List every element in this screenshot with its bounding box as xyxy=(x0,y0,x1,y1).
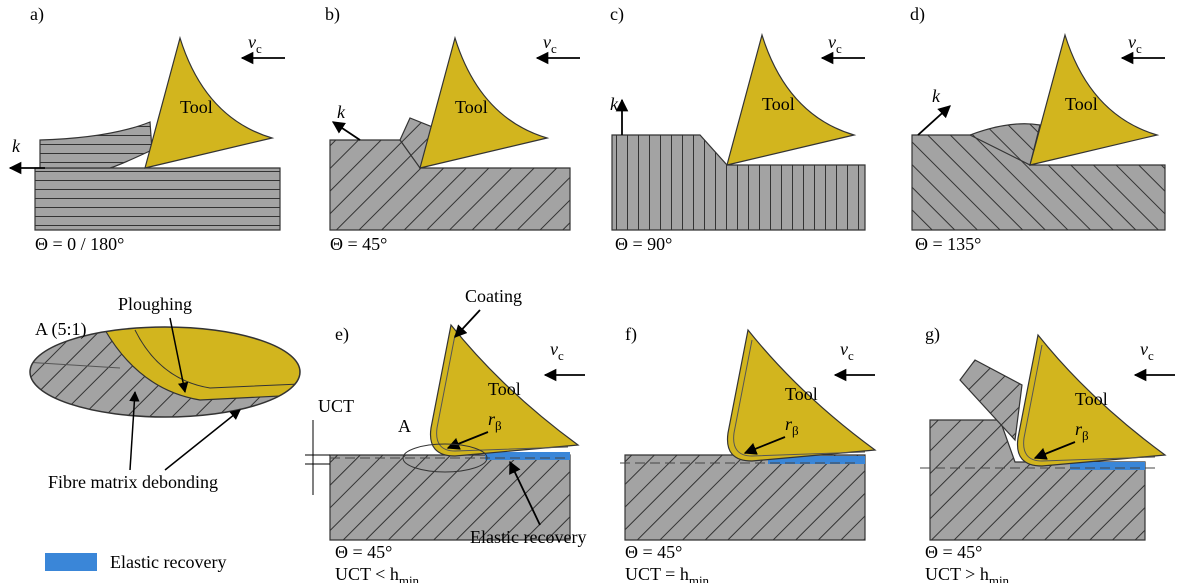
velocity-label: vc xyxy=(840,339,854,363)
coating-label: Coating xyxy=(465,286,522,306)
condition-label-symbol: UCT < h xyxy=(335,564,399,583)
velocity-label-sub: c xyxy=(551,41,557,56)
angle-label: Θ = 45° xyxy=(925,542,982,562)
velocity-label: vc xyxy=(1128,32,1142,56)
k-label: k xyxy=(610,94,619,114)
velocity-label-sub: c xyxy=(848,348,854,363)
workpiece xyxy=(35,168,280,230)
velocity-label-symbol: v xyxy=(248,32,256,52)
radius-label-sub: β xyxy=(495,418,502,433)
elastic-recovery xyxy=(1070,462,1145,470)
panel-label: b) xyxy=(325,4,340,25)
condition-label: UCT < hmin xyxy=(335,564,420,583)
arrow xyxy=(918,106,950,135)
angle-label: Θ = 45° xyxy=(625,542,682,562)
condition-label-symbol: UCT = h xyxy=(625,564,689,583)
chip xyxy=(40,122,152,168)
velocity-label-symbol: v xyxy=(550,339,558,359)
panel-label: e) xyxy=(335,324,349,345)
velocity-label-symbol: v xyxy=(543,32,551,52)
elastic-recovery xyxy=(485,452,570,460)
velocity-label-symbol: v xyxy=(1128,32,1136,52)
radius-label-sub: β xyxy=(792,423,799,438)
tool-label: Tool xyxy=(455,97,488,117)
velocity-label: vc xyxy=(543,32,557,56)
tool-label: Tool xyxy=(180,97,213,117)
panel-label: g) xyxy=(925,324,940,345)
velocity-label: vc xyxy=(828,32,842,56)
detail-label: A (5:1) xyxy=(35,319,87,340)
velocity-label: vc xyxy=(550,339,564,363)
detail-ref: A xyxy=(398,416,411,436)
velocity-label-symbol: v xyxy=(828,32,836,52)
panel-label: a) xyxy=(30,4,44,25)
k-label: k xyxy=(932,86,941,106)
k-label: k xyxy=(12,136,21,156)
tool-label: Tool xyxy=(488,379,521,399)
condition-label: UCT = hmin xyxy=(625,564,710,583)
tool-label: Tool xyxy=(785,384,818,404)
angle-label: Θ = 90° xyxy=(615,234,672,254)
velocity-label-sub: c xyxy=(836,41,842,56)
velocity-label: vc xyxy=(1140,339,1154,363)
workpiece xyxy=(625,455,865,540)
panel-label: d) xyxy=(910,4,925,25)
k-label: k xyxy=(337,102,346,122)
condition-label-sub: min xyxy=(989,573,1010,583)
velocity-label-symbol: v xyxy=(1140,339,1148,359)
angle-label: Θ = 45° xyxy=(330,234,387,254)
condition-label-symbol: UCT > h xyxy=(925,564,989,583)
radius-label-sub: β xyxy=(1082,428,1089,443)
arrow xyxy=(165,410,240,470)
arrow xyxy=(455,310,480,337)
panel-label: f) xyxy=(625,324,637,345)
tool-label: Tool xyxy=(762,94,795,114)
arrow xyxy=(333,122,360,140)
legend-label: Elastic recovery xyxy=(110,552,226,572)
legend-swatch xyxy=(45,553,97,571)
angle-label: Θ = 45° xyxy=(335,542,392,562)
velocity-label-sub: c xyxy=(256,41,262,56)
panel-label: c) xyxy=(610,4,624,25)
uct-bracket xyxy=(305,420,330,495)
velocity-label-sub: c xyxy=(1148,348,1154,363)
debonding-label: Fibre matrix debonding xyxy=(48,472,218,492)
velocity-label-sub: c xyxy=(558,348,564,363)
elastic-label: Elastic recovery xyxy=(470,527,586,547)
condition-label-sub: min xyxy=(689,573,710,583)
detail-view: A (5:1) Ploughing Fibre matrix debonding… xyxy=(25,294,300,572)
tool-label: Tool xyxy=(1065,94,1098,114)
ploughing-label: Ploughing xyxy=(118,294,192,314)
angle-label: Θ = 135° xyxy=(915,234,981,254)
condition-label: UCT > hmin xyxy=(925,564,1010,583)
diagram: A (5:1) Ploughing Fibre matrix debonding… xyxy=(0,0,1182,583)
velocity-label: vc xyxy=(248,32,262,56)
tool-label: Tool xyxy=(1075,389,1108,409)
velocity-label-sub: c xyxy=(1136,41,1142,56)
angle-label: Θ = 0 / 180° xyxy=(35,234,124,254)
uct-label: UCT xyxy=(318,396,354,416)
velocity-label-symbol: v xyxy=(840,339,848,359)
condition-label-sub: min xyxy=(399,573,420,583)
